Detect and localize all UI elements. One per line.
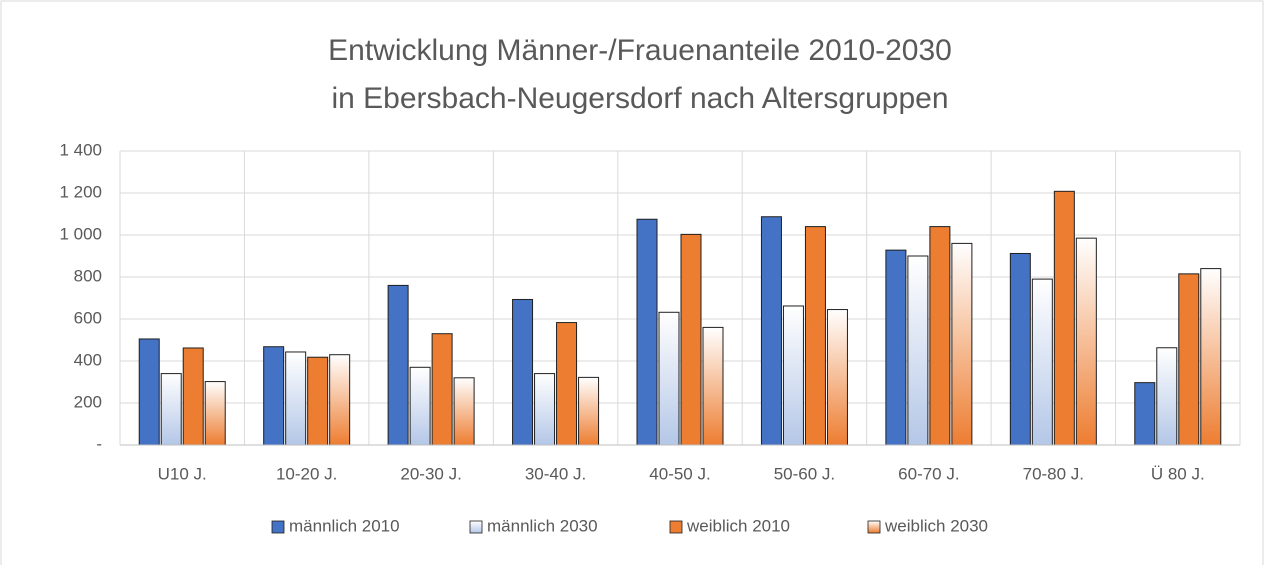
bar [804,226,826,446]
legend-label: weiblich 2010 [686,516,790,535]
bar [307,356,329,446]
bar [951,242,973,446]
y-tick-label: 800 [74,266,102,285]
bar [1075,237,1097,446]
x-tick-label: U10 J. [158,464,207,483]
y-tick-label: 400 [74,350,102,369]
legend-swatch [469,520,483,534]
y-tick-label: 1 400 [59,140,102,159]
legend-swatch [867,520,881,534]
y-tick-label: 1 000 [59,224,102,243]
legend-swatch [669,520,683,534]
bar [453,377,475,446]
bar [556,322,578,446]
bar [782,305,804,446]
bar [387,284,409,446]
bar [204,381,226,446]
bar [263,346,285,446]
bar [760,216,782,446]
bar [826,309,848,446]
y-tick-label: 1 200 [59,182,102,201]
bar [907,255,929,446]
x-tick-label: 50-60 J. [774,464,835,483]
bar [1200,268,1222,446]
bar [578,376,600,446]
bar [138,338,160,446]
legend-label: weiblich 2030 [884,516,988,535]
bar [329,354,351,446]
x-tick-label: 30-40 J. [525,464,586,483]
bar [512,298,534,446]
bar [160,373,182,446]
bar [285,351,307,446]
bar [182,347,204,446]
x-tick-label: Ü 80 J. [1151,464,1205,483]
bar [1178,273,1200,446]
x-tick-label: 40-50 J. [649,464,710,483]
bar [658,311,680,446]
bar [702,326,724,446]
legend-swatch [271,520,285,534]
bar [1134,382,1156,446]
chart-title: Entwicklung Männer-/Frauenanteile 2010-2… [328,34,952,67]
y-tick-label: - [96,434,102,453]
x-tick-label: 70-80 J. [1023,464,1084,483]
bar [1053,190,1075,446]
bar [680,233,702,446]
bar [885,249,907,446]
bar [431,333,453,446]
bar [1156,347,1178,446]
bar [1031,278,1053,446]
y-tick-label: 600 [74,308,102,327]
x-tick-label: 60-70 J. [898,464,959,483]
chart-title: in Ebersbach-Neugersdorf nach Altersgrup… [331,82,948,115]
bar [534,373,556,446]
legend-label: männlich 2030 [487,516,598,535]
bar [929,226,951,446]
legend-label: männlich 2010 [289,516,400,535]
x-tick-label: 20-30 J. [400,464,461,483]
x-tick-label: 10-20 J. [276,464,337,483]
bar [636,218,658,446]
y-tick-label: 200 [74,392,102,411]
bar [1009,252,1031,446]
bar [409,366,431,446]
